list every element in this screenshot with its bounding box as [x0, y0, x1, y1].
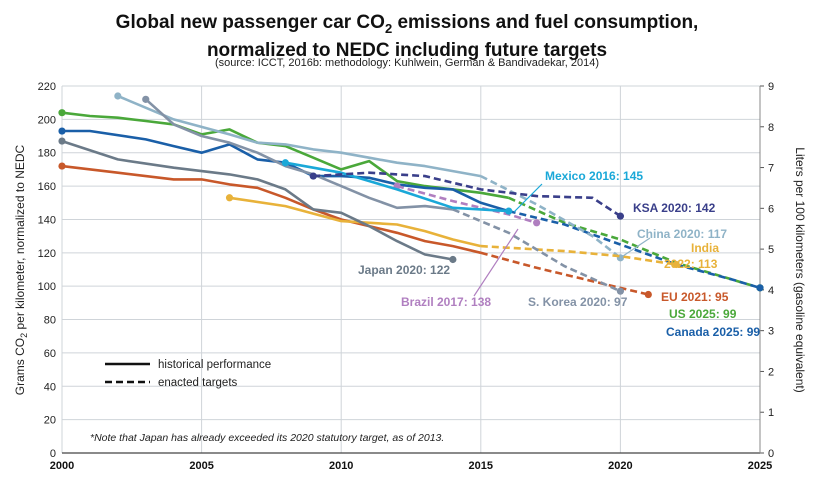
y2-tick-label: 5 — [768, 244, 774, 256]
series-korea-start-marker — [142, 95, 150, 103]
y-tick-label: 160 — [38, 181, 56, 193]
series-india-historical — [229, 196, 482, 248]
series-mexico-historical — [285, 161, 509, 213]
y-tick-label: 220 — [38, 81, 56, 93]
y-tick-label: 180 — [38, 148, 56, 160]
series-brazil-target — [396, 184, 537, 225]
series-mexico-start-marker — [281, 159, 289, 167]
chart-title: Global new passenger car CO2 emissions a… — [0, 12, 814, 62]
axes: 0 20 40 60 80 100 120 140 160 180 200 220 0 1 2 3 4 5 6 7 8 9… — [38, 81, 774, 472]
label-canada: Canada 2025: 99 — [666, 325, 760, 339]
y-axis-title-sub: 2 — [19, 333, 29, 338]
series-india-target — [480, 244, 677, 266]
y2-tick-label: 2 — [768, 366, 774, 378]
series-japan-historical — [61, 139, 454, 261]
legend-targets-label: enacted targets — [158, 377, 238, 389]
series-group — [58, 92, 764, 299]
y-axis-title-a: Grams CO — [13, 338, 27, 395]
chart-source: (source: ICCT, 2016b: methodology: Kuhlw… — [215, 57, 599, 69]
series-china-historical — [117, 94, 482, 178]
series-japan-start-marker — [58, 137, 66, 145]
series-eu-start-marker — [58, 162, 66, 170]
series-india-start-marker — [225, 194, 234, 202]
label-india1: India — [691, 241, 719, 255]
leader-line-mexico — [513, 183, 543, 213]
y-tick-label: 40 — [44, 381, 56, 393]
y-tick-label: 140 — [38, 214, 56, 226]
y2-tick-label: 0 — [768, 448, 774, 460]
legend: historical performance enacted targets — [105, 359, 271, 389]
x-tick-label: 2005 — [189, 460, 213, 472]
label-ksa: KSA 2020: 142 — [633, 201, 716, 215]
x-tick-label: 2025 — [748, 460, 772, 472]
label-us: US 2025: 99 — [669, 307, 737, 321]
title-line2: normalized to NEDC including future targ… — [206, 39, 608, 61]
series-us-historical — [61, 111, 509, 200]
y-tick-label: 120 — [38, 248, 56, 260]
series-china-start-marker — [114, 92, 122, 100]
series-us-start-marker — [58, 109, 66, 117]
series-eu-target — [480, 251, 649, 296]
leader-line-brazil — [473, 228, 519, 297]
y-tick-label: 200 — [38, 114, 56, 126]
series-labels: Mexico 2016: 145 KSA 2020: 142 China 2020:… — [358, 169, 760, 339]
label-japan: Japan 2020: 122 — [358, 263, 450, 277]
series-canada-start-marker — [58, 127, 66, 135]
series-canada-end-marker — [756, 284, 764, 292]
y-tick-label: 100 — [38, 281, 56, 293]
series-ksa-target — [313, 171, 622, 218]
series-korea-historical — [144, 98, 454, 211]
series-india-end-marker — [672, 260, 680, 269]
y-axis-title: Grams CO2 per kilometer, normalized to N… — [13, 144, 29, 395]
y-tick-label: 20 — [44, 415, 56, 427]
series-eu-end-marker — [644, 290, 652, 299]
y2-tick-label: 4 — [768, 285, 774, 297]
legend-historical-label: historical performance — [158, 359, 271, 371]
y-tick-label: 60 — [44, 348, 56, 360]
label-eu: EU 2021: 95 — [661, 290, 729, 304]
x-tick-label: 2010 — [329, 460, 353, 472]
title-line1a: Global new passenger car CO — [115, 12, 385, 33]
y2-tick-label: 3 — [768, 326, 774, 338]
footnote: *Note that Japan has already exceeded it… — [90, 432, 444, 444]
y2-tick-label: 6 — [768, 203, 774, 215]
y2-axis-title: Liters per 100 kilometers (gasoline equi… — [793, 147, 807, 392]
x-tick-label: 2020 — [608, 460, 632, 472]
series-ksa-end-marker — [616, 212, 625, 220]
series-korea-end-marker — [616, 287, 625, 295]
y2-tick-label: 7 — [768, 163, 774, 175]
series-us-target — [508, 196, 761, 290]
label-korea: S. Korea 2020: 97 — [528, 295, 628, 309]
series-brazil-end-marker — [533, 219, 541, 227]
series-mexico-end-marker — [505, 207, 513, 215]
y2-tick-label: 9 — [768, 81, 774, 93]
y-axis-title-b: per kilometer, normalized to NEDC — [13, 144, 27, 332]
y2-tick-label: 8 — [768, 122, 774, 134]
y-tick-label: 0 — [50, 448, 56, 460]
series-canada-target — [508, 209, 761, 290]
series-eu-historical — [61, 164, 482, 255]
series-ksa-start-marker — [309, 172, 317, 180]
label-china: China 2020: 117 — [637, 227, 727, 241]
y2-tick-label: 1 — [768, 407, 774, 419]
title-line1b: emissions and fuel consumption, — [392, 12, 699, 33]
series-china-target — [480, 174, 622, 259]
y-tick-label: 80 — [44, 315, 56, 327]
x-tick-label: 2015 — [469, 460, 493, 472]
label-brazil: Brazil 2017: 138 — [401, 295, 491, 309]
label-india2: 2022: 113 — [664, 257, 718, 271]
series-japan-end-marker — [449, 255, 457, 264]
x-tick-label: 2000 — [50, 460, 74, 472]
label-mexico: Mexico 2016: 145 — [545, 169, 643, 183]
series-korea-target — [452, 208, 621, 293]
title-line1-subscript: 2 — [384, 20, 393, 36]
leader-line-china — [622, 237, 651, 257]
